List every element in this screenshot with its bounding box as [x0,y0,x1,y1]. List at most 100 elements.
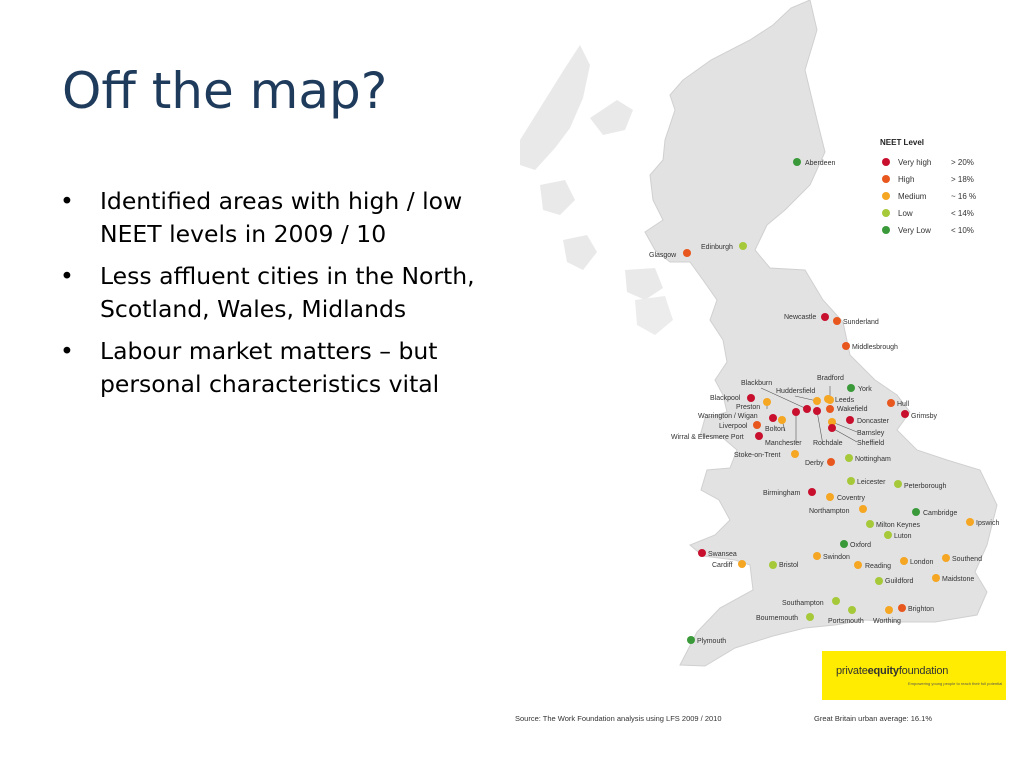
city-label-preston: Preston [736,404,760,411]
city-marker-brighton [898,604,906,612]
city-label-cardiff: Cardiff [712,562,733,569]
city-marker-liverpool [753,421,761,429]
city-marker-edinburgh [739,242,747,250]
city-label-london: London [910,559,933,566]
city-marker-huddersfield [813,397,821,405]
city-marker-swansea [698,549,706,557]
city-label-edinburgh: Edinburgh [701,244,733,251]
city-label-warrington-wigan: Warrington / Wigan [698,413,758,420]
city-label-sunderland: Sunderland [843,319,879,326]
city-marker-bolton [778,416,786,424]
city-marker-wakefield [826,405,834,413]
legend-level-range: > 18% [951,175,974,184]
bullet-dot: • [60,187,74,215]
city-marker-luton [884,531,892,539]
city-marker-barnsley [828,418,836,426]
city-label-middlesbrough: Middlesbrough [852,344,898,351]
private-equity-foundation-logo: privateequityfoundation Empowering young… [822,651,1006,700]
city-marker-leicester [847,477,855,485]
legend-level-range: ~ 16 % [951,192,976,201]
city-label-sheffield: Sheffield [857,440,884,447]
city-marker-stoke-on-trent [791,450,799,458]
legend-swatch-high [882,175,890,183]
city-marker-northampton [859,505,867,513]
bullet-text: Labour market matters – but personal cha… [100,337,440,398]
logo-word-equity: equity [867,665,899,677]
city-label-birmingham: Birmingham [763,490,801,497]
city-marker-worthing [885,606,893,614]
city-marker-blackburn [803,405,811,413]
city-label-milton-keynes: Milton Keynes [876,522,920,529]
city-label-barnsley: Barnsley [857,430,885,437]
bullet-item: • Labour market matters – but personal ch… [60,335,510,401]
city-marker-preston [763,398,771,406]
bullet-dot: • [60,337,74,365]
legend-level-name: High [898,175,914,184]
city-marker-guildford [875,577,883,585]
legend-swatch-low [882,209,890,217]
city-marker-peterborough [894,480,902,488]
island-west [540,180,575,215]
legend-level-range: > 20% [951,158,974,167]
city-marker-london [900,557,908,565]
city-label-grimsby: Grimsby [911,413,938,420]
city-label-plymouth: Plymouth [697,638,726,645]
hebrides-island [520,45,590,170]
city-marker-bristol [769,561,777,569]
city-label-coventry: Coventry [837,495,866,502]
island-west [635,296,673,335]
city-label-southampton: Southampton [782,600,824,607]
legend-level-range: < 10% [951,226,974,235]
city-marker-derby [827,458,835,466]
city-marker-birmingham [808,488,816,496]
city-label-luton: Luton [894,533,912,540]
island-west [563,235,597,270]
city-marker-oxford [840,540,848,548]
logo-wordmark: privateequityfoundation [836,665,948,677]
city-marker-manchester [792,408,800,416]
city-marker-warrington-wigan [769,414,777,422]
city-label-manchester: Manchester [765,440,802,447]
source-note: Source: The Work Foundation analysis usi… [515,714,722,723]
logo-word-private: private [836,665,868,677]
slide-title: Off the map? [62,62,388,120]
city-label-southend: Southend [952,556,982,563]
city-label-huddersfield: Huddersfield [776,388,815,395]
leader-line-blackburn [760,387,808,410]
neet-legend: NEET Level Very high > 20% High > 18% Medium… [880,138,976,235]
legend-swatch-very-high [882,158,890,166]
city-marker-blackpool [747,394,755,402]
city-markers [683,158,974,644]
leader-line-rochdale [816,410,824,446]
city-label-blackburn: Blackburn [741,380,772,387]
city-label-wakefield: Wakefield [837,406,868,413]
city-marker-cambridge [912,508,920,516]
city-label-cambridge: Cambridge [923,510,957,517]
city-label-reading: Reading [865,563,891,570]
bullet-dot: • [60,262,74,290]
city-label-leicester: Leicester [857,479,886,486]
city-label-york: York [858,386,872,393]
city-label-oxford: Oxford [850,542,871,549]
city-label-northampton: Northampton [809,508,850,515]
city-marker-newcastle [821,313,829,321]
city-marker-leeds [824,395,832,403]
logo-tagline: Empowering young people to reach their f… [908,681,1003,686]
leader-line-barnsley [831,421,858,433]
city-marker-hull [887,399,895,407]
city-label-aberdeen: Aberdeen [805,160,835,167]
city-label-blackpool: Blackpool [710,395,741,402]
city-label-nottingham: Nottingham [855,456,891,463]
bullet-item: • Less affluent cities in the North, Scot… [60,260,510,326]
city-marker-southampton [832,597,840,605]
city-marker-aberdeen [793,158,801,166]
gb-mainland [644,0,998,667]
city-marker-plymouth [687,636,695,644]
city-marker-swindon [813,552,821,560]
bullet-text: Less affluent cities in the North, Scotl… [100,262,475,323]
city-label-wirral-ellesmere-port: Wirral & Ellesmere Port [671,434,744,441]
city-marker-sunderland [833,317,841,325]
legend-swatch-very-low [882,226,890,234]
isle-of-wight [847,570,870,590]
city-label-rochdale: Rochdale [813,440,843,447]
